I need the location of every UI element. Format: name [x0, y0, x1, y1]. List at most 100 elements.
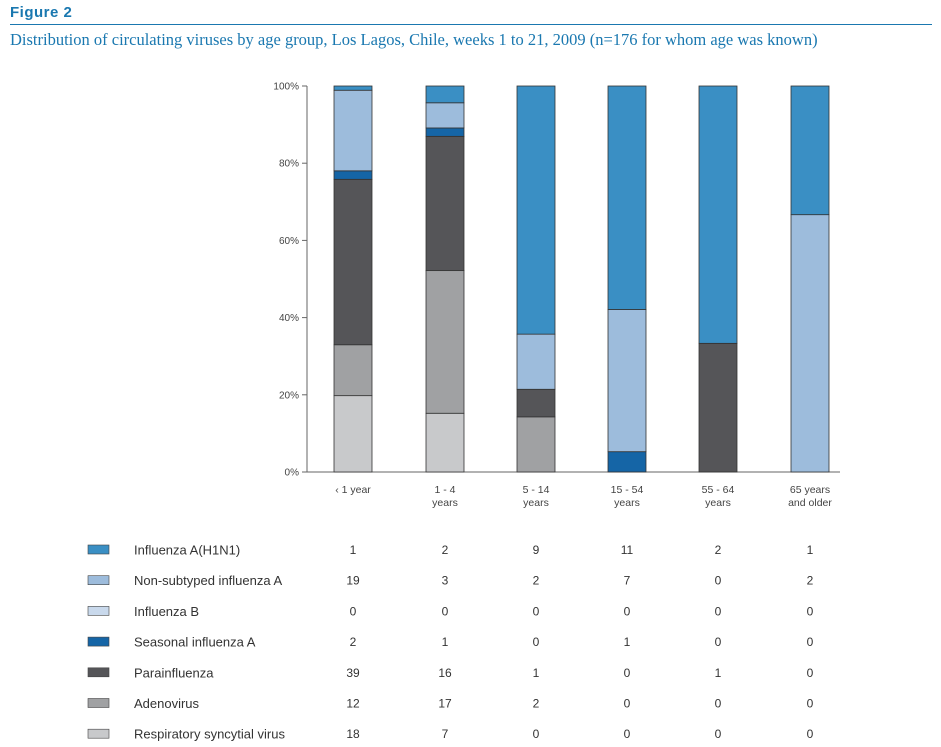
table-value: 18 [346, 727, 360, 741]
table-value: 0 [807, 604, 814, 618]
legend-swatch [87, 636, 110, 647]
table-value: 12 [346, 697, 360, 711]
table-value: 1 [350, 543, 357, 557]
x-category-label: years [614, 497, 640, 509]
figure-title: Distribution of circulating viruses by a… [10, 30, 818, 49]
bar-segment [607, 309, 647, 453]
table-value: 7 [442, 727, 449, 741]
table-value: 0 [624, 666, 631, 680]
legend-swatch [87, 698, 110, 708]
x-category-label: 1 - 4 [434, 484, 455, 496]
legend-swatch [87, 728, 110, 739]
y-tick-label: 80% [279, 159, 299, 170]
table-value: 0 [624, 604, 631, 618]
y-tick-label: 0% [285, 468, 300, 479]
table-value: 0 [624, 727, 631, 741]
table-value: 0 [807, 666, 814, 680]
table-value: 1 [533, 666, 540, 680]
table-value: 0 [715, 697, 722, 711]
legend-swatch [87, 544, 110, 555]
bar-segment [516, 416, 556, 473]
figure-label: Figure 2 [10, 4, 73, 21]
bar-segment [698, 342, 738, 473]
table-value: 0 [807, 697, 814, 711]
table-value: 1 [807, 543, 814, 557]
table-value: 7 [624, 574, 631, 588]
bar-segment [425, 85, 465, 104]
bar-segment [425, 127, 465, 137]
legend-label: Parainfluenza [134, 665, 214, 680]
x-category-label: ‹ 1 year [335, 484, 371, 496]
x-category-label: years [523, 497, 549, 509]
x-category-label: 15 - 54 [611, 484, 644, 496]
table-value: 0 [442, 604, 449, 618]
table-value: 0 [715, 604, 722, 618]
bar-segment [607, 451, 647, 473]
bar-segment [607, 85, 647, 310]
x-category-label: 5 - 14 [523, 484, 550, 496]
legend-label: Adenovirus [134, 696, 200, 711]
table-value: 0 [624, 697, 631, 711]
x-category-label: years [432, 497, 458, 509]
table-value: 11 [621, 543, 634, 557]
x-category-label: 55 - 64 [702, 484, 735, 496]
x-category-label: 65 years [790, 484, 830, 496]
legend-swatch [87, 606, 110, 616]
table-value: 0 [350, 604, 357, 618]
bar-segment [425, 135, 465, 272]
bar-segment [790, 85, 830, 216]
bar-segment [333, 85, 373, 91]
table-value: 0 [807, 635, 814, 649]
table-value: 9 [533, 543, 540, 557]
table-value: 2 [807, 574, 814, 588]
bar-segment [333, 344, 373, 397]
table-value: 0 [533, 635, 540, 649]
legend-swatch [87, 575, 110, 586]
bar-segment [790, 214, 830, 473]
bar-segment [516, 85, 556, 335]
x-category-label: and older [788, 497, 832, 509]
legend-label: Seasonal influenza A [134, 635, 256, 650]
table-value: 1 [624, 635, 631, 649]
table-value: 2 [715, 543, 722, 557]
legend-label: Non-subtyped influenza A [134, 573, 282, 588]
table-value: 1 [715, 666, 722, 680]
x-category-label: years [705, 497, 731, 509]
legend-label: Influenza B [134, 604, 199, 619]
title-rule [10, 24, 932, 25]
bar-segment [698, 85, 738, 344]
legend-swatch [87, 667, 110, 678]
table-value: 2 [350, 635, 357, 649]
table-value: 19 [346, 574, 360, 588]
table-value: 0 [715, 574, 722, 588]
bar-segment [333, 395, 373, 473]
table-value: 2 [533, 697, 540, 711]
table-value: 2 [442, 543, 449, 557]
bar-segment [333, 170, 373, 180]
y-tick-label: 20% [279, 390, 299, 401]
bar-segment [425, 412, 465, 473]
table-value: 17 [438, 697, 452, 711]
legend-label: Influenza A(H1N1) [134, 543, 240, 558]
y-tick-label: 60% [279, 236, 299, 247]
table-value: 0 [715, 727, 722, 741]
table-value: 16 [438, 666, 452, 680]
legend-label: Respiratory syncytial virus [134, 727, 285, 742]
y-tick-label: 100% [273, 82, 299, 93]
table-value: 0 [807, 727, 814, 741]
table-value: 39 [346, 666, 360, 680]
bar-segment [333, 89, 373, 172]
bar-segment [516, 333, 556, 390]
table-value: 3 [442, 574, 449, 588]
bar-segment [516, 388, 556, 418]
table-value: 0 [533, 604, 540, 618]
table-value: 1 [442, 635, 449, 649]
bar-segment [425, 102, 465, 129]
bar-segment [425, 270, 465, 414]
y-tick-label: 40% [279, 313, 299, 324]
table-value: 2 [533, 574, 540, 588]
table-value: 0 [715, 635, 722, 649]
bar-segment [333, 178, 373, 346]
table-value: 0 [533, 727, 540, 741]
